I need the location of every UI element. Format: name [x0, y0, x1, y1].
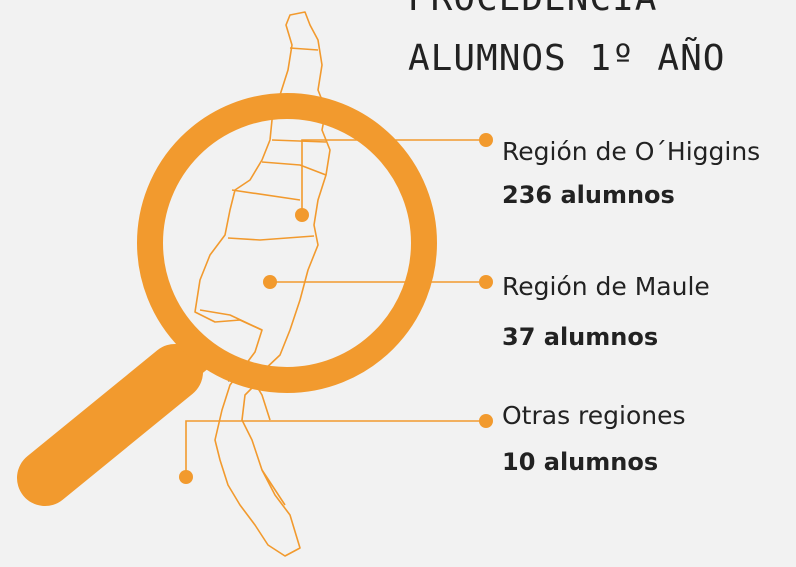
student-count: 10 alumnos [502, 448, 658, 476]
title-line: ALUMNOS 1º AÑO [408, 37, 725, 79]
magnifier-handle [17, 344, 203, 506]
leader-dot [479, 414, 493, 428]
region-name: Región de Maule [502, 272, 710, 301]
title-line: PROCEDENCIA [408, 0, 657, 19]
map-dot [179, 470, 193, 484]
region-name: Otras regiones [502, 401, 686, 430]
leader-line [185, 420, 486, 477]
region-name: Región de O´Higgins [502, 137, 760, 166]
student-count: 37 alumnos [502, 323, 658, 351]
leader-line [301, 139, 486, 215]
student-count: 236 alumnos [502, 181, 675, 209]
magnifier-ring [137, 93, 437, 393]
map-dot [295, 208, 309, 222]
map-dot [263, 275, 277, 289]
leader-dot [479, 133, 493, 147]
leader-dot [479, 275, 493, 289]
